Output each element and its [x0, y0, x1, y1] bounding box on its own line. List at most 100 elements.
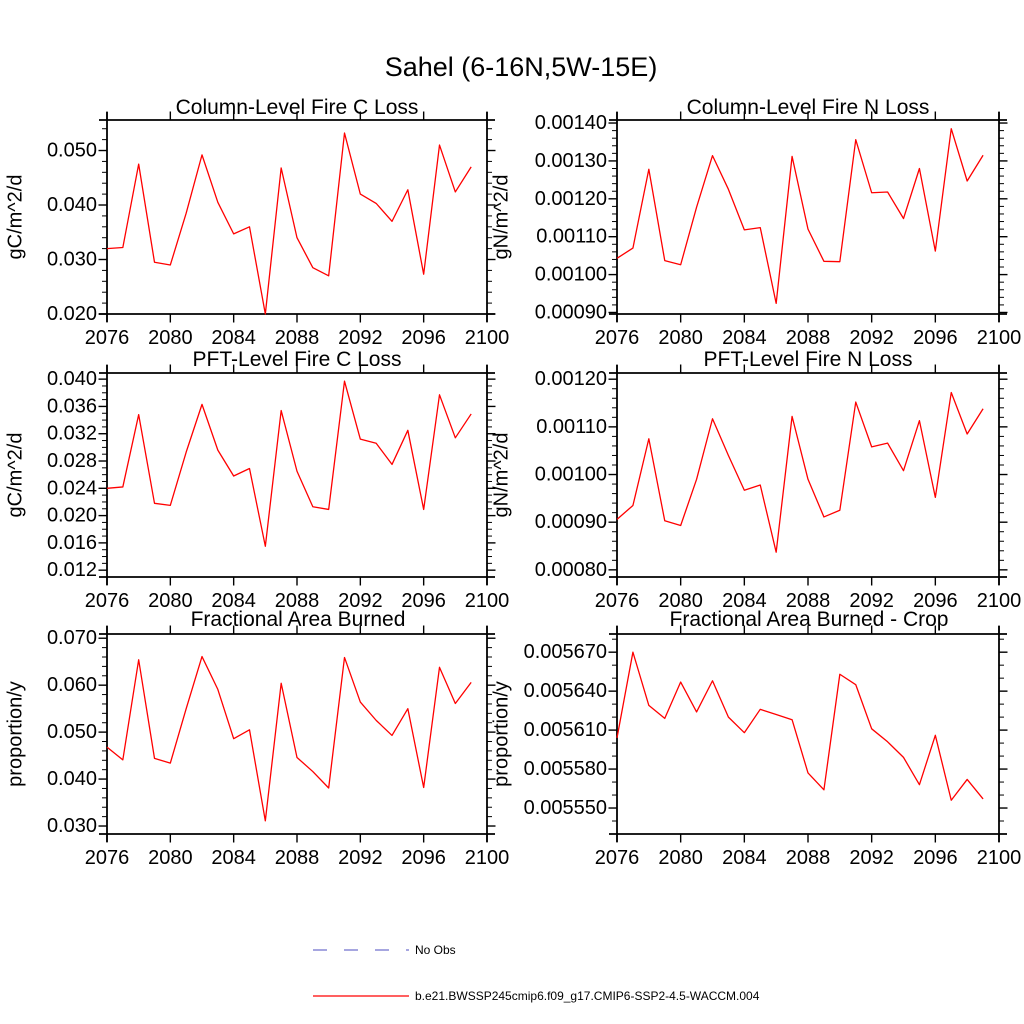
y-axis-label-fractional-area-burned: proportion/y	[4, 681, 27, 787]
y-tick-label: 0.00090	[535, 511, 607, 533]
y-axis-label-column-fire-n-loss: gN/m^2/d	[490, 174, 513, 260]
y-tick-label: 0.00120	[535, 368, 607, 390]
y-tick-label: 0.005610	[524, 719, 607, 741]
y-tick-label: 0.005580	[524, 758, 607, 780]
x-tick-label: 2096	[913, 327, 958, 349]
y-tick-label: 0.040	[47, 768, 97, 790]
chart-fractional-area-burned: 2076 2080 2084 2088 2092 2096 2100 0.030 0.040 0.…	[47, 625, 510, 869]
series-line-fractional-area-burned	[106, 655, 472, 822]
series-line-fractional-area-burned-crop	[616, 651, 984, 801]
y-tick-label: 0.012	[47, 559, 97, 581]
x-tick-label: 2092	[849, 847, 894, 869]
y-tick-label: 0.00130	[535, 150, 607, 172]
x-tick-label: 2092	[849, 590, 894, 612]
x-tick-label: 2100	[465, 590, 510, 612]
figure-title: Sahel (6-16N,5W-15E)	[384, 52, 658, 82]
chart-pft-fire-c-loss: 2076 2080 2084 2088 2092 2096 2100 0.012 0.016 0.…	[47, 364, 510, 612]
x-tick-label: 2100	[977, 847, 1022, 869]
y-tick-label: 0.036	[47, 395, 97, 417]
x-tick-label: 2088	[786, 847, 831, 869]
x-tick-label: 2092	[338, 847, 383, 869]
x-tick-label: 2076	[595, 590, 640, 612]
y-tick-label: 0.005640	[524, 680, 607, 702]
y-tick-label: 0.040	[47, 368, 97, 390]
y-tick-label: 0.00120	[535, 188, 607, 210]
x-tick-label: 2092	[849, 327, 894, 349]
y-tick-label: 0.016	[47, 532, 97, 554]
x-tick-label: 2084	[211, 847, 256, 869]
chart-column-fire-c-loss: 2076 2080 2084 2088 2092 2096 2100 0.020 0.030 0.…	[47, 111, 510, 349]
y-axis-label-pft-fire-c-loss: gC/m^2/d	[4, 432, 27, 518]
chart-title-fractional-area-burned: Fractional Area Burned	[190, 608, 406, 631]
x-tick-label: 2076	[85, 590, 130, 612]
x-tick-label: 2096	[913, 590, 958, 612]
y-tick-label: 0.060	[47, 674, 97, 696]
y-tick-label: 0.00140	[535, 112, 607, 134]
x-tick-label: 2084	[211, 327, 256, 349]
series-line-pft-fire-n-loss	[616, 391, 984, 553]
x-tick-label: 2084	[722, 327, 767, 349]
y-tick-label: 0.028	[47, 450, 97, 472]
chart-title-pft-fire-c-loss: PFT-Level Fire C Loss	[192, 348, 402, 371]
series-line-column-fire-c-loss	[106, 132, 472, 315]
y-tick-label: 0.024	[47, 477, 97, 499]
x-tick-label: 2088	[275, 590, 320, 612]
x-tick-label: 2080	[148, 327, 193, 349]
y-tick-label: 0.070	[47, 627, 97, 649]
chart-title-fractional-area-burned-crop: Fractional Area Burned - Crop	[669, 608, 949, 631]
y-tick-label: 0.020	[47, 303, 97, 325]
x-tick-label: 2088	[786, 590, 831, 612]
x-tick-label: 2076	[85, 847, 130, 869]
x-tick-label: 2100	[977, 590, 1022, 612]
x-tick-label: 2076	[595, 847, 640, 869]
x-tick-label: 2080	[658, 590, 703, 612]
x-tick-label: 2080	[658, 847, 703, 869]
x-tick-label: 2080	[148, 590, 193, 612]
chart-title-pft-fire-n-loss: PFT-Level Fire N Loss	[703, 348, 913, 371]
chart-title-column-fire-n-loss: Column-Level Fire N Loss	[686, 96, 930, 119]
x-tick-label: 2100	[465, 847, 510, 869]
x-tick-label: 2084	[722, 590, 767, 612]
y-tick-label: 0.00100	[535, 264, 607, 286]
x-tick-label: 2100	[465, 327, 510, 349]
chart-column-fire-n-loss: 2076 2080 2084 2088 2092 2096 2100 0.00090 0.001…	[535, 111, 1022, 349]
y-axis-label-pft-fire-n-loss: gN/m^2/d	[490, 432, 513, 518]
chart-title-column-fire-c-loss: Column-Level Fire C Loss	[175, 96, 419, 119]
y-tick-label: 0.00080	[535, 559, 607, 581]
x-tick-label: 2080	[658, 327, 703, 349]
legend-label-model-run: b.e21.BWSSP245cmip6.f09_g17.CMIP6-SSP2-4…	[415, 989, 760, 1003]
y-tick-label: 0.00110	[536, 416, 607, 438]
legend-label-no-obs: No Obs	[415, 943, 456, 957]
y-axis-label-fractional-area-burned-crop: proportion/y	[490, 681, 513, 787]
y-tick-label: 0.00110	[536, 226, 607, 248]
y-tick-label: 0.050	[47, 140, 97, 162]
x-tick-label: 2096	[913, 847, 958, 869]
y-tick-label: 0.032	[47, 423, 97, 445]
x-tick-label: 2088	[786, 327, 831, 349]
x-tick-label: 2092	[338, 327, 383, 349]
x-tick-label: 2076	[595, 327, 640, 349]
y-tick-label: 0.040	[47, 194, 97, 216]
y-tick-label: 0.020	[47, 505, 97, 527]
chart-pft-fire-n-loss: 2076 2080 2084 2088 2092 2096 2100 0.00080 0.000…	[535, 364, 1022, 612]
x-tick-label: 2088	[275, 847, 320, 869]
y-tick-label: 0.050	[47, 721, 97, 743]
x-tick-label: 2080	[148, 847, 193, 869]
x-tick-label: 2096	[401, 590, 446, 612]
x-tick-label: 2096	[401, 847, 446, 869]
y-tick-label: 0.030	[47, 815, 97, 837]
x-tick-label: 2084	[211, 590, 256, 612]
series-line-pft-fire-c-loss	[106, 380, 472, 547]
y-tick-label: 0.030	[47, 249, 97, 271]
x-tick-label: 2100	[977, 327, 1022, 349]
y-tick-label: 0.00090	[535, 301, 607, 323]
chart-fractional-area-burned-crop: 2076 2080 2084 2088 2092 2096 2100 0.005550 0.00…	[524, 625, 1022, 869]
x-tick-label: 2092	[338, 590, 383, 612]
x-tick-label: 2084	[722, 847, 767, 869]
x-tick-label: 2096	[401, 327, 446, 349]
y-tick-label: 0.005550	[524, 797, 607, 819]
x-tick-label: 2076	[85, 327, 130, 349]
y-tick-label: 0.00100	[535, 464, 607, 486]
